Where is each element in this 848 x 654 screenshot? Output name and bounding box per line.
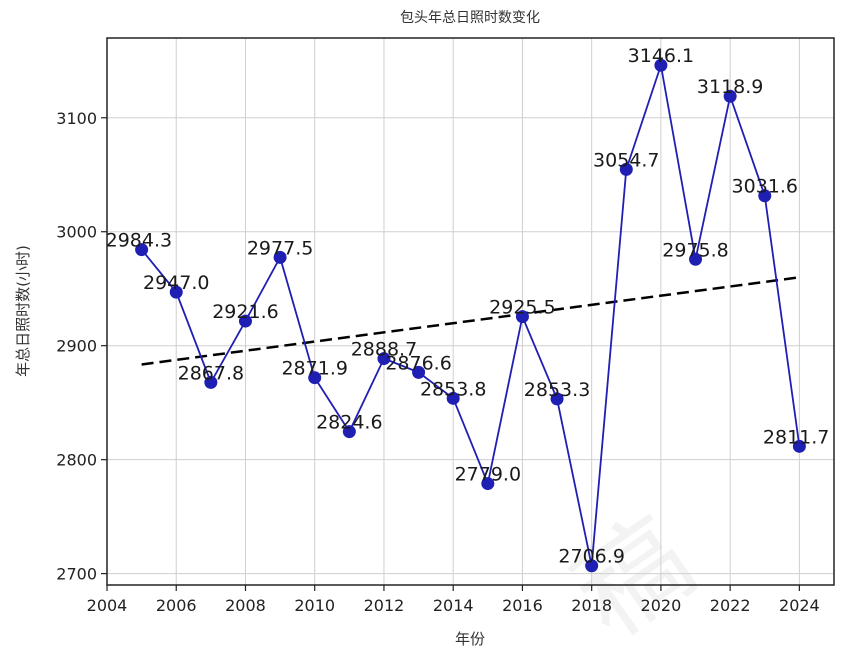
data-point (689, 252, 703, 266)
data-label: 2925.5 (489, 297, 555, 319)
data-point (619, 162, 633, 176)
grid-layer (106, 38, 834, 585)
data-label: 3031.6 (732, 176, 798, 198)
data-point (204, 375, 218, 389)
data-point (515, 310, 529, 324)
data-label: 2853.8 (420, 378, 486, 400)
data-label: 2977.5 (247, 237, 313, 259)
data-label: 2876.6 (385, 352, 451, 374)
data-label: 2984.3 (106, 230, 172, 252)
plot-frame (106, 37, 835, 586)
data-point (758, 189, 772, 203)
data-label: 2824.6 (316, 412, 382, 434)
x-tick-label: 2014 (433, 596, 474, 615)
y-tick-label: 2700 (56, 565, 97, 584)
chart-title: 包头年总日照时数变化 (400, 10, 540, 26)
data-label: 2867.8 (178, 362, 244, 384)
series-line (140, 64, 801, 566)
y-tick-label: 3100 (56, 109, 97, 128)
data-label: 2779.0 (455, 464, 521, 486)
x-tick-label: 2020 (641, 596, 682, 615)
data-label: 3118.9 (697, 76, 763, 98)
data-points (135, 58, 806, 573)
data-point (377, 352, 391, 366)
data-point (308, 371, 322, 385)
data-label: 2871.9 (281, 358, 347, 380)
data-point (169, 285, 183, 299)
data-point (342, 425, 356, 439)
x-tick-label: 2010 (294, 596, 335, 615)
data-label: 2975.8 (662, 239, 728, 261)
trend-line (141, 276, 800, 366)
x-tick-label: 2008 (225, 596, 266, 615)
data-point (238, 314, 252, 328)
data-point (481, 477, 495, 491)
data-label: 2853.3 (524, 379, 590, 401)
y-axis-label: 年总日照时数(小时) (14, 245, 32, 377)
data-point (135, 243, 149, 257)
y-tick-label: 2900 (56, 337, 97, 356)
data-point (412, 365, 426, 379)
y-tick-label: 3000 (56, 223, 97, 242)
data-label: 2921.6 (212, 301, 278, 323)
data-point (550, 392, 564, 406)
data-label: 2947.0 (143, 272, 209, 294)
x-tick-label: 2012 (364, 596, 405, 615)
data-point (585, 559, 599, 573)
x-tick-label: 2024 (779, 596, 820, 615)
data-point (446, 391, 460, 405)
y-axis-ticks: 2700 2800 2900 3000 3100 (56, 109, 107, 584)
data-label: 3054.7 (593, 149, 659, 171)
x-tick-label: 2022 (710, 596, 751, 615)
data-label: 2706.9 (558, 546, 624, 568)
data-point (792, 439, 806, 453)
data-label: 2888.7 (351, 339, 417, 361)
x-tick-label: 2016 (502, 596, 543, 615)
data-label: 3146.1 (628, 45, 694, 67)
data-point (654, 58, 668, 72)
data-labels: 2984.3 2947.0 2867.8 2921.6 2977.5 2871.9 2824… (106, 45, 830, 568)
data-point (723, 89, 737, 103)
data-point (273, 250, 287, 264)
x-axis-ticks: 2004 2006 2008 2010 2012 2014 2016 2018 2020 2022… (87, 585, 820, 615)
x-tick-label: 2018 (571, 596, 612, 615)
x-tick-label: 2004 (87, 596, 128, 615)
x-axis-label: 年份 (455, 630, 485, 648)
data-label: 2811.7 (763, 426, 829, 448)
y-tick-label: 2800 (56, 451, 97, 470)
x-tick-label: 2006 (156, 596, 197, 615)
